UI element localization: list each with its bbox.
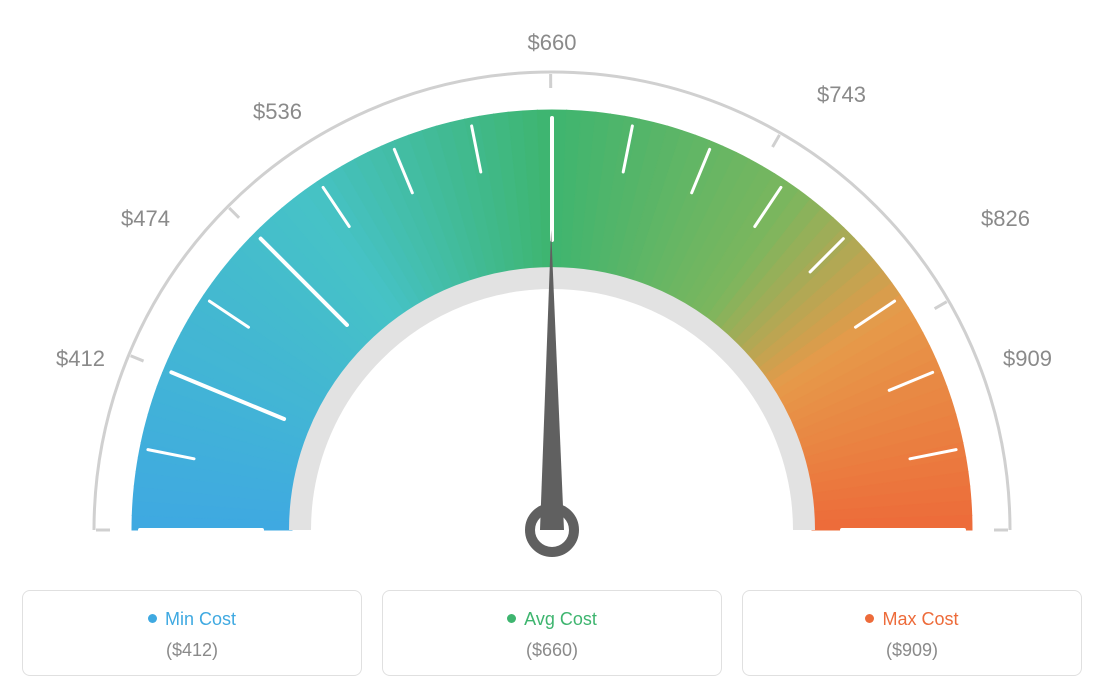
legend-dot-icon [148, 614, 157, 623]
legend-value-max: ($909) [751, 640, 1073, 661]
legend-label-avg: Avg Cost [391, 609, 713, 630]
legend-dot-icon [865, 614, 874, 623]
legend-value-avg: ($660) [391, 640, 713, 661]
legend-card-avg: Avg Cost ($660) [382, 590, 722, 676]
legend-card-max: Max Cost ($909) [742, 590, 1082, 676]
legend-text-avg: Avg Cost [524, 609, 597, 629]
tick-label: $660 [528, 30, 577, 55]
legend-text-min: Min Cost [165, 609, 236, 629]
tick-label: $474 [121, 206, 170, 231]
tick-label: $909 [1003, 346, 1052, 371]
legend-text-max: Max Cost [882, 609, 958, 629]
gauge-svg: $412 $474 $536 $660 $743 $826 $909 [22, 20, 1082, 580]
legend-label-min: Min Cost [31, 609, 353, 630]
legend-row: Min Cost ($412) Avg Cost ($660) Max Cost… [22, 590, 1082, 676]
tick-label: $536 [253, 99, 302, 124]
legend-dot-icon [507, 614, 516, 623]
tick-label: $412 [56, 346, 105, 371]
gauge-wrapper: $412 $474 $536 $660 $743 $826 $909 [22, 20, 1082, 580]
legend-label-max: Max Cost [751, 609, 1073, 630]
tick-label: $743 [817, 82, 866, 107]
gauge-chart-container: $412 $474 $536 $660 $743 $826 $909 Min Cost ($… [22, 20, 1082, 676]
legend-value-min: ($412) [31, 640, 353, 661]
tick-label: $826 [981, 206, 1030, 231]
legend-card-min: Min Cost ($412) [22, 590, 362, 676]
